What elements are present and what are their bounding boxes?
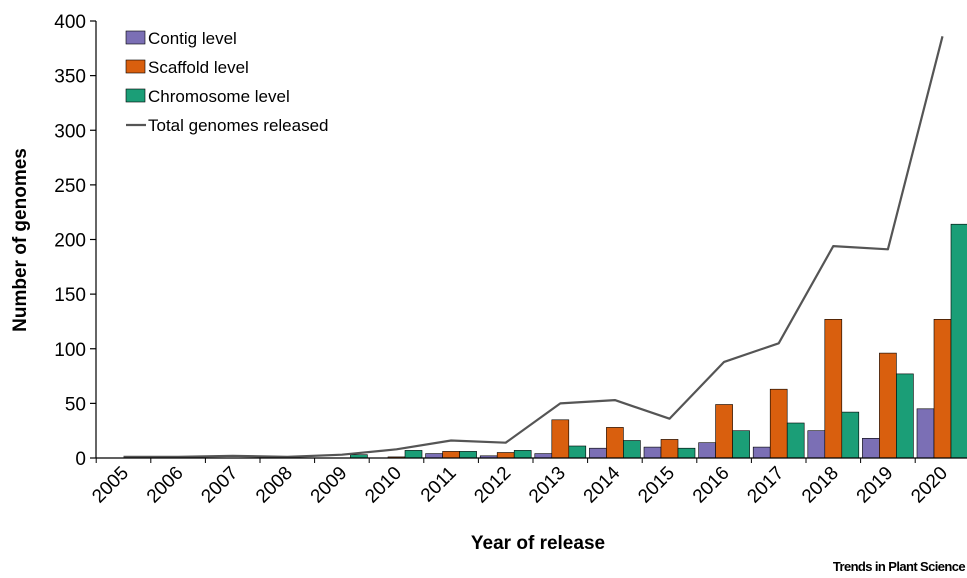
- bar-contig-level-2011: [425, 453, 443, 459]
- x-tick-label-2006: 2006: [143, 463, 188, 508]
- legend-swatch-contig-level: [125, 30, 146, 45]
- bar-scaffold-level-2011: [442, 451, 460, 459]
- y-tick-label-250: 250: [54, 176, 86, 197]
- x-tick-label-2020: 2020: [907, 463, 952, 508]
- legend-swatch-chromosome-level: [125, 88, 146, 103]
- x-tick-label-2008: 2008: [252, 463, 297, 508]
- source-credit: Trends in Plant Science: [832, 559, 966, 574]
- x-tick-label-2019: 2019: [853, 463, 898, 508]
- bar-scaffold-level-2020: [933, 318, 952, 459]
- x-axis-title: Year of release: [471, 533, 605, 554]
- y-tick-label-200: 200: [54, 231, 86, 252]
- x-tick-label-2009: 2009: [307, 463, 352, 508]
- bar-contig-level-2019: [862, 437, 880, 459]
- bar-chromosome-level-2013: [568, 445, 587, 459]
- bar-chromosome-level-2011: [459, 451, 477, 459]
- y-tick-label-0: 0: [75, 449, 86, 470]
- x-axis: 2005 2006 2007 2008 2009 2010 2011 2012 2013 2014…: [88, 457, 967, 508]
- x-tick-label-2017: 2017: [743, 463, 788, 508]
- bar-chromosome-level-2019: [896, 373, 914, 459]
- total-genomes-line: [123, 36, 944, 458]
- bar-chromosome-level-2018: [841, 411, 860, 459]
- bar-scaffold-level-2019: [879, 352, 897, 459]
- y-tick-label-300: 300: [54, 121, 86, 142]
- bar-contig-level-2013: [534, 453, 553, 459]
- bar-contig-level-2017: [752, 446, 771, 459]
- x-tick-label-2015: 2015: [634, 463, 679, 508]
- bar-contig-level-2015: [643, 446, 662, 459]
- y-axis-title: Number of genomes: [10, 148, 31, 332]
- bar-chromosome-level-2010: [404, 450, 423, 459]
- bar-chromosome-level-2014: [623, 440, 641, 459]
- y-tick-label-100: 100: [54, 340, 86, 361]
- bar-contig-level-2016: [698, 442, 716, 459]
- legend-label-total-genomes-released: Total genomes released: [148, 116, 329, 135]
- bars-layer: [350, 223, 967, 459]
- y-tick-label-400: 400: [54, 12, 86, 33]
- bar-scaffold-level-2015: [660, 439, 679, 459]
- x-tick-label-2016: 2016: [689, 463, 734, 508]
- x-tick-label-2014: 2014: [580, 462, 625, 507]
- x-tick-label-2010: 2010: [361, 463, 406, 508]
- legend-swatch-scaffold-level: [125, 59, 146, 74]
- bar-scaffold-level-2012: [496, 452, 515, 459]
- bar-scaffold-level-2014: [606, 427, 624, 459]
- bar-scaffold-level-2016: [715, 404, 733, 459]
- bar-chromosome-level-2012: [513, 450, 532, 459]
- bar-chromosome-level-2020: [950, 223, 967, 459]
- legend-label-scaffold-level: Scaffold level: [148, 58, 249, 77]
- bar-contig-level-2020: [916, 408, 935, 459]
- legend-label-contig-level: Contig level: [148, 29, 237, 48]
- bar-contig-level-2018: [807, 430, 826, 459]
- bar-chromosome-level-2016: [732, 430, 750, 459]
- x-tick-label-2011: 2011: [417, 463, 461, 507]
- x-tick-label-2018: 2018: [798, 463, 843, 508]
- y-tick-label-50: 50: [65, 394, 86, 415]
- bar-scaffold-level-2018: [824, 318, 843, 459]
- x-tick-label-2007: 2007: [197, 463, 242, 508]
- y-tick-label-150: 150: [54, 285, 86, 306]
- total-line-layer: [123, 36, 944, 458]
- bar-chromosome-level-2017: [786, 422, 805, 459]
- y-axis: 0 50 100 150 200 250 300 350 400: [54, 12, 97, 470]
- legend: Contig level Scaffold level Chromosome lev…: [125, 29, 329, 135]
- legend-label-chromosome-level: Chromosome level: [148, 87, 290, 106]
- y-tick-label-350: 350: [54, 67, 86, 88]
- x-tick-label-2012: 2012: [470, 463, 515, 508]
- bar-chromosome-level-2015: [677, 447, 696, 459]
- x-tick-label-2005: 2005: [88, 463, 133, 508]
- bar-scaffold-level-2013: [551, 419, 570, 459]
- bar-scaffold-level-2017: [769, 388, 788, 459]
- x-tick-label-2013: 2013: [525, 463, 570, 508]
- bar-contig-level-2014: [589, 447, 607, 459]
